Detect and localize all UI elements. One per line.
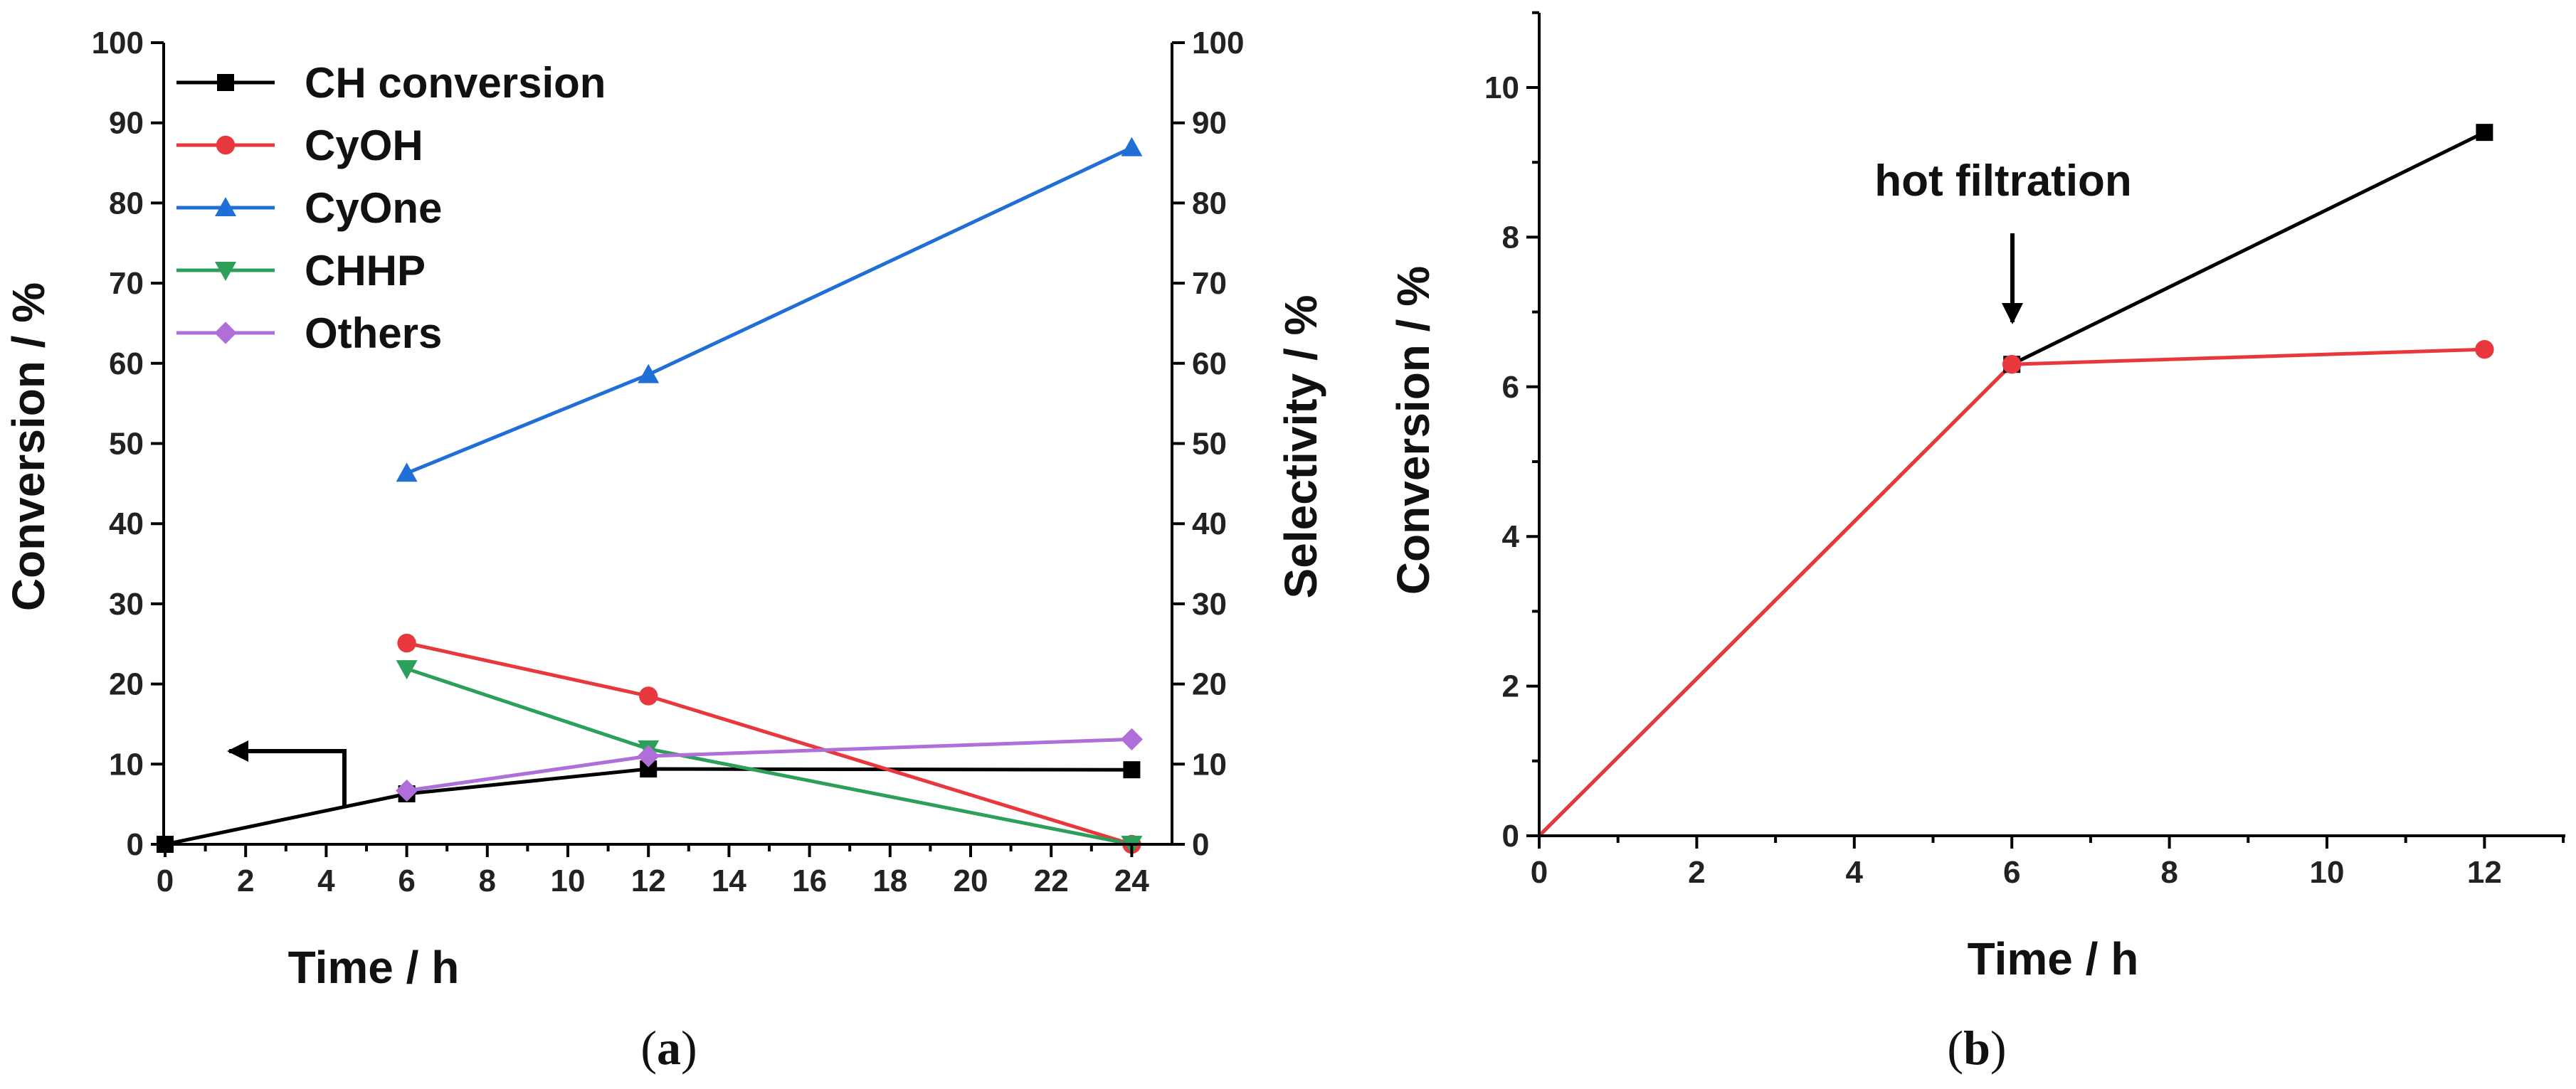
panel-a-left-axis-arrow bbox=[227, 740, 347, 806]
data-point-after-hot-filtration bbox=[2002, 355, 2022, 374]
data-point-ch-conversion bbox=[1123, 761, 1141, 779]
panel-a-left-y-tick-label: 40 bbox=[109, 506, 144, 541]
legend-marker-others bbox=[214, 322, 237, 344]
panel-a-right-y-tick-label: 30 bbox=[1192, 587, 1227, 622]
panel-a-right-y-tick-label: 90 bbox=[1192, 106, 1227, 141]
panel-b-caption: (b) bbox=[1947, 1021, 2006, 1075]
panel-a-x-title: Time / h bbox=[288, 942, 460, 993]
panel-a-left-y-tick-label: 60 bbox=[109, 346, 144, 381]
panel-a-right-y-tick-label: 10 bbox=[1192, 747, 1227, 782]
legend-marker-ch-conversion bbox=[217, 74, 234, 91]
legend-marker-cyone bbox=[215, 197, 236, 216]
panel-b-x-tick-label: 10 bbox=[2310, 855, 2345, 890]
panel-a-right-y-tick-label: 0 bbox=[1192, 827, 1209, 862]
panel-a-x-tick-label: 0 bbox=[157, 864, 174, 898]
panel-a-right-y-tick-label: 60 bbox=[1192, 346, 1227, 381]
panel-b-ticks bbox=[1526, 11, 2565, 849]
panel-a-left-y-tick-label: 90 bbox=[109, 106, 144, 141]
panel-a-left-y-tick-label: 70 bbox=[109, 266, 144, 301]
panel-b-x-tick-label: 2 bbox=[1688, 855, 1705, 890]
panel-b-y-tick-label: 2 bbox=[1502, 669, 1519, 704]
data-point-others bbox=[1120, 728, 1143, 750]
panel-a-right-y-tick-label: 70 bbox=[1192, 266, 1227, 301]
panel-a-x-tick-label: 12 bbox=[631, 864, 666, 898]
panel-a-right-y-tick-label: 100 bbox=[1192, 26, 1244, 60]
panel-a-left-y-tick-label: 30 bbox=[109, 587, 144, 622]
panel-a-x-tick-label: 16 bbox=[792, 864, 827, 898]
series-line-cyone bbox=[406, 146, 1133, 475]
data-point-without-filtration bbox=[2476, 124, 2493, 142]
panel-a-right-y-tick-label: 20 bbox=[1192, 667, 1227, 702]
data-point-others bbox=[637, 745, 660, 767]
panel-a-x-tick-label: 24 bbox=[1114, 864, 1149, 898]
panel-a-right-y-tick-label: 50 bbox=[1192, 427, 1227, 462]
panel-b-y-tick-label: 4 bbox=[1502, 519, 1520, 554]
panel-b-series-markers bbox=[2002, 124, 2494, 374]
panel-b-y-tick-label: 0 bbox=[1502, 819, 1519, 854]
panel-b-y-tick-label: 6 bbox=[1502, 370, 1519, 405]
legend-marker-chhp bbox=[215, 262, 236, 281]
panel-a-right-y-tick-label: 80 bbox=[1192, 186, 1227, 221]
legend-label-ch-conversion: CH conversion bbox=[305, 59, 606, 107]
panel-b-x-tick-label: 6 bbox=[2003, 855, 2020, 890]
series-line-after-hot-filtration bbox=[1538, 347, 2485, 837]
panel-a-left-y-title: Conversion / % bbox=[3, 282, 54, 611]
data-point-cyone bbox=[638, 363, 660, 383]
panel-b: 0 2 4 6 8 10 12 0 2 4 6 8 10 hot filtration Time / h… bbox=[1388, 11, 2565, 1075]
panel-a-x-tick-label: 10 bbox=[551, 864, 586, 898]
series-line-chhp bbox=[406, 666, 1132, 846]
panel-b-caption-letter: b bbox=[1963, 1021, 1990, 1075]
panel-a-x-tick-label: 22 bbox=[1034, 864, 1069, 898]
panel-a-series-markers bbox=[157, 137, 1143, 855]
legend-label-cyoh: CyOH bbox=[305, 122, 423, 169]
panel-a-right-y-title: Selectivity / % bbox=[1275, 295, 1326, 599]
panel-b-annotation-text: hot filtration bbox=[1874, 156, 2132, 206]
data-point-after-hot-filtration bbox=[2475, 340, 2494, 359]
panel-a-legend: CH conversion CyOH CyOne CHHP Others bbox=[176, 59, 606, 357]
panel-a-left-y-tick-label: 100 bbox=[92, 26, 144, 60]
data-point-cyone bbox=[1121, 137, 1143, 156]
panel-a-left-y-tick-label: 0 bbox=[127, 827, 144, 862]
panel-a-ticks bbox=[151, 41, 1185, 857]
panel-b-y-tick-label: 8 bbox=[1502, 220, 1519, 255]
panel-b-y-title: Conversion / % bbox=[1388, 266, 1439, 595]
panel-b-tick-labels: 0 2 4 6 8 10 12 0 2 4 6 8 10 bbox=[1484, 70, 2502, 890]
panel-a-left-y-tick-label: 20 bbox=[109, 667, 144, 702]
panel-b-x-tick-label: 12 bbox=[2467, 855, 2502, 890]
data-point-cyoh bbox=[639, 686, 658, 706]
series-line-ch-conversion bbox=[164, 767, 1132, 846]
panel-a-x-tick-label: 20 bbox=[954, 864, 988, 898]
panel-b-x-tick-label: 8 bbox=[2160, 855, 2178, 890]
panel-a-x-tick-label: 8 bbox=[479, 864, 496, 898]
panel-b-x-tick-label: 4 bbox=[1846, 855, 1864, 890]
panel-a-x-tick-label: 14 bbox=[712, 864, 746, 898]
panel-a-x-tick-label: 4 bbox=[317, 864, 335, 898]
data-point-cyoh bbox=[397, 633, 416, 653]
data-point-others bbox=[396, 779, 418, 802]
panel-a-caption-letter: a bbox=[657, 1021, 681, 1075]
panel-a-x-tick-label: 6 bbox=[398, 864, 415, 898]
legend-label-cyone: CyOne bbox=[305, 184, 442, 232]
panel-a-left-y-tick-label: 50 bbox=[109, 427, 144, 462]
legend-label-chhp: CHHP bbox=[305, 247, 426, 294]
legend-label-others: Others bbox=[305, 309, 442, 357]
data-point-chhp bbox=[396, 660, 418, 680]
panel-a-x-tick-label: 2 bbox=[237, 864, 254, 898]
panel-b-x-title: Time / h bbox=[1968, 933, 2139, 984]
panel-a-right-y-tick-label: 40 bbox=[1192, 506, 1227, 541]
panel-b-x-tick-label: 0 bbox=[1531, 855, 1548, 890]
panel-b-y-tick-label: 10 bbox=[1484, 70, 1519, 105]
data-point-cyone bbox=[396, 462, 418, 482]
panel-a-x-tick-label: 18 bbox=[872, 864, 907, 898]
panel-a-left-y-tick-label: 80 bbox=[109, 186, 144, 221]
legend-marker-cyoh bbox=[216, 135, 236, 155]
panel-a-left-y-tick-label: 10 bbox=[109, 747, 144, 782]
panel-a-caption: (a) bbox=[640, 1021, 697, 1075]
